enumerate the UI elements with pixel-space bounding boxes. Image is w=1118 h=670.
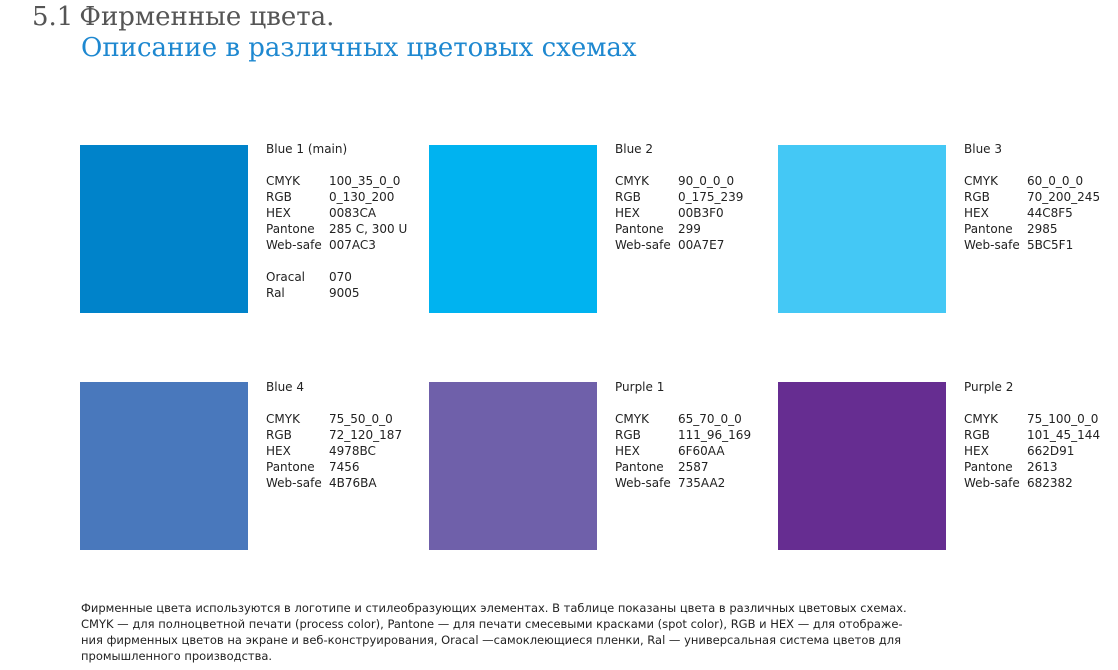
- color-swatch-blue-1: [80, 145, 248, 313]
- rgb-value: 70_200_245: [1027, 190, 1101, 204]
- cmyk-label: CMYK: [964, 412, 998, 426]
- hex-value: 44C8F5: [1027, 206, 1073, 220]
- hex-label: HEX: [964, 206, 989, 220]
- color-info-purple-1: Purple 1 CMYK 65_70_0_0 RGB 111_96_169 HEX…: [615, 379, 751, 491]
- cmyk-label: CMYK: [266, 412, 300, 426]
- color-swatch-blue-2: [429, 145, 597, 313]
- pantone-value: 2985: [1027, 222, 1058, 236]
- pantone-value: 2613: [1027, 460, 1058, 474]
- color-name: Purple 2: [964, 380, 1014, 394]
- color-info-blue-1: Blue 1 (main) CMYK 100_35_0_0 RGB 0_130_20…: [266, 141, 407, 301]
- cmyk-value: 60_0_0_0: [1027, 174, 1084, 188]
- websafe-label: Web-safe: [964, 238, 1020, 252]
- websafe-value: 007AC3: [329, 238, 376, 252]
- footer-line: ния фирменных цветов на экране и веб-кон…: [81, 633, 902, 647]
- page-subtitle: Описание в различных цветовых схемах: [81, 33, 637, 63]
- rgb-label: RGB: [615, 190, 641, 204]
- rgb-value: 0_130_200: [329, 190, 395, 204]
- footer-description: Фирменные цвета используются в логотипе …: [81, 600, 907, 664]
- page-title: 5.1 Фирменные цвета.: [32, 0, 334, 34]
- websafe-value: 682382: [1027, 476, 1073, 490]
- cmyk-value: 100_35_0_0: [329, 174, 401, 188]
- color-name: Purple 1: [615, 380, 665, 394]
- color-info-purple-2: Purple 2 CMYK 75_100_0_0 RGB 101_45_144 HE…: [964, 379, 1100, 491]
- cmyk-label: CMYK: [615, 412, 649, 426]
- rgb-label: RGB: [266, 428, 292, 442]
- rgb-value: 0_175_239: [678, 190, 744, 204]
- color-name: Blue 1 (main): [266, 142, 348, 156]
- websafe-label: Web-safe: [964, 476, 1020, 490]
- rgb-label: RGB: [266, 190, 292, 204]
- websafe-label: Web-safe: [266, 476, 322, 490]
- hex-value: 00B3F0: [678, 206, 724, 220]
- cmyk-value: 90_0_0_0: [678, 174, 735, 188]
- pantone-label: Pantone: [964, 460, 1013, 474]
- hex-label: HEX: [615, 444, 640, 458]
- rgb-value: 72_120_187: [329, 428, 403, 442]
- hex-value: 662D91: [1027, 444, 1075, 458]
- cmyk-value: 75_100_0_0: [1027, 412, 1099, 426]
- websafe-value: 5BC5F1: [1027, 238, 1074, 252]
- color-info-blue-4: Blue 4 CMYK 75_50_0_0 RGB 72_120_187 HEX 49…: [266, 379, 402, 491]
- rgb-label: RGB: [615, 428, 641, 442]
- section-number: 5.1: [32, 2, 74, 32]
- ral-value: 9005: [329, 286, 360, 300]
- color-swatch-blue-3: [778, 145, 946, 313]
- pantone-value: 299: [678, 222, 701, 236]
- pantone-value: 2587: [678, 460, 709, 474]
- rgb-label: RGB: [964, 428, 990, 442]
- pantone-label: Pantone: [964, 222, 1013, 236]
- cmyk-label: CMYK: [615, 174, 649, 188]
- websafe-value: 4B76BA: [329, 476, 377, 490]
- color-swatch-purple-2: [778, 382, 946, 550]
- rgb-label: RGB: [964, 190, 990, 204]
- color-name: Blue 4: [266, 380, 305, 394]
- cmyk-value: 75_50_0_0: [329, 412, 393, 426]
- rgb-value: 101_45_144: [1027, 428, 1101, 442]
- pantone-value: 7456: [329, 460, 360, 474]
- pantone-value: 285 C, 300 U: [329, 222, 408, 236]
- websafe-label: Web-safe: [266, 238, 322, 252]
- oracal-label: Oracal: [266, 270, 306, 284]
- oracal-value: 070: [329, 270, 352, 284]
- cmyk-label: CMYK: [964, 174, 998, 188]
- pantone-label: Pantone: [615, 460, 664, 474]
- websafe-label: Web-safe: [615, 476, 671, 490]
- footer-line: CMYK — для полноцветной печати (process …: [81, 617, 903, 631]
- hex-value: 4978BC: [329, 444, 376, 458]
- title-text: Фирменные цвета.: [79, 2, 335, 32]
- ral-label: Ral: [266, 286, 285, 300]
- cmyk-label: CMYK: [266, 174, 300, 188]
- cmyk-value: 65_70_0_0: [678, 412, 742, 426]
- rgb-value: 111_96_169: [678, 428, 752, 442]
- color-info-blue-3: Blue 3 CMYK 60_0_0_0 RGB 70_200_245 HEX 44C…: [964, 141, 1100, 253]
- hex-label: HEX: [266, 444, 291, 458]
- websafe-value: 00A7E7: [678, 238, 725, 252]
- color-swatch-purple-1: [429, 382, 597, 550]
- color-name: Blue 3: [964, 142, 1003, 156]
- websafe-label: Web-safe: [615, 238, 671, 252]
- footer-line: промышленного производства.: [81, 649, 273, 663]
- hex-label: HEX: [266, 206, 291, 220]
- hex-label: HEX: [964, 444, 989, 458]
- hex-label: HEX: [615, 206, 640, 220]
- color-name: Blue 2: [615, 142, 654, 156]
- footer-line: Фирменные цвета используются в логотипе …: [81, 601, 907, 615]
- hex-value: 0083CA: [329, 206, 377, 220]
- pantone-label: Pantone: [266, 222, 315, 236]
- hex-value: 6F60AA: [678, 444, 725, 458]
- color-swatch-blue-4: [80, 382, 248, 550]
- pantone-label: Pantone: [615, 222, 664, 236]
- pantone-label: Pantone: [266, 460, 315, 474]
- websafe-value: 735AA2: [678, 476, 726, 490]
- color-info-blue-2: Blue 2 CMYK 90_0_0_0 RGB 0_175_239 HEX 00B3…: [615, 141, 743, 253]
